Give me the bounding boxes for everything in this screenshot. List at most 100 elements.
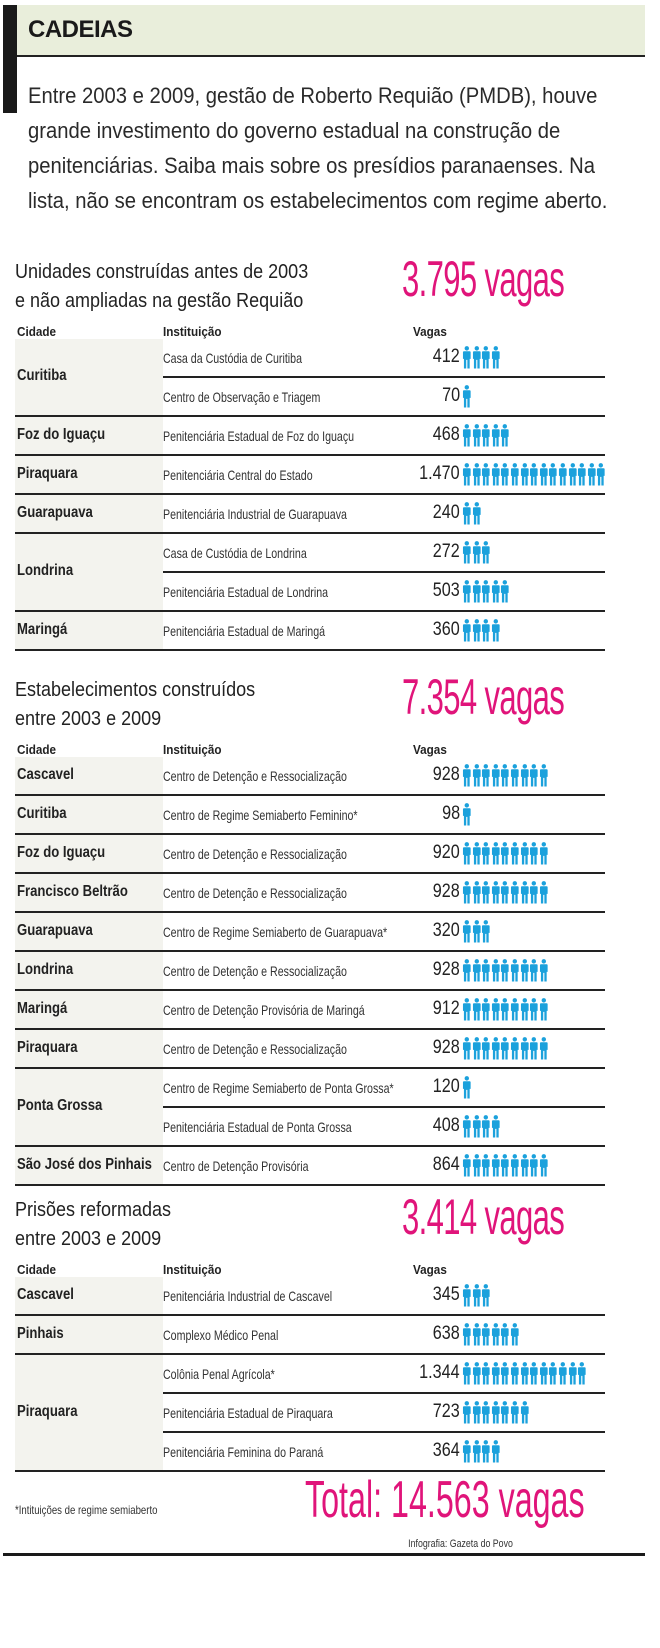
person-icon	[501, 881, 510, 904]
person-icon	[472, 1362, 481, 1385]
city-name: Guarapuava	[17, 503, 93, 521]
person-icon	[510, 959, 519, 982]
row-divider	[15, 1028, 605, 1030]
section-title: Estabelecimentos construídos entre 2003 e…	[15, 676, 255, 734]
section-title-line: Unidades construídas antes de 2003	[15, 261, 309, 283]
person-icon	[482, 998, 490, 1021]
institution-name: Penitenciária Feminina do Paraná	[163, 1444, 324, 1460]
city-cell	[15, 1030, 163, 1067]
person-icon	[472, 580, 481, 603]
city-name: Piraquara	[17, 1402, 78, 1420]
pictograph	[462, 1283, 491, 1307]
person-icon	[462, 998, 471, 1021]
person-icon	[482, 1284, 490, 1307]
row-divider	[15, 911, 605, 913]
person-icon	[482, 1037, 490, 1060]
person-icon	[472, 502, 481, 525]
person-icon	[482, 959, 490, 982]
person-icon	[472, 764, 481, 787]
person-icon	[558, 463, 567, 486]
person-icon	[482, 1401, 490, 1424]
person-icon	[462, 541, 471, 564]
person-icon	[462, 619, 471, 642]
column-header-city: Cidade	[17, 742, 57, 757]
person-icon	[482, 424, 490, 447]
pictograph	[462, 579, 510, 603]
section-total: 7.354 vagas	[402, 669, 565, 725]
column-header-institution: Instituição	[163, 324, 222, 339]
person-icon	[482, 764, 490, 787]
table-row: Penitenciária Estadual de Foz do Iguaçu …	[0, 417, 660, 456]
person-icon	[501, 959, 510, 982]
city-name: Maringá	[17, 620, 68, 638]
institution-name: Complexo Médico Penal	[163, 1327, 279, 1343]
pictograph	[462, 1075, 472, 1099]
person-icon	[510, 842, 519, 865]
pictograph	[462, 384, 472, 408]
person-icon	[520, 998, 529, 1021]
person-icon	[520, 463, 529, 486]
row-divider	[15, 989, 605, 991]
table-row: Penitenciária Estadual de Piraquara 723	[0, 1394, 660, 1433]
person-icon	[578, 1362, 586, 1385]
pictograph	[462, 880, 548, 904]
city-name: Cascavel	[17, 1285, 74, 1303]
person-icon	[462, 463, 471, 486]
person-icon	[501, 1154, 510, 1177]
table-row: Centro de Regime Semiaberto Feminino* 98	[0, 796, 660, 835]
vagas-value: 928	[433, 959, 460, 980]
person-icon	[462, 580, 471, 603]
vagas-value: 920	[433, 842, 460, 863]
pictograph	[462, 423, 510, 447]
table-row: Centro de Detenção Provisória de Maringá…	[0, 991, 660, 1030]
city-name: Londrina	[17, 562, 74, 579]
person-icon	[491, 1323, 500, 1346]
row-divider	[163, 571, 605, 573]
institution-name: Centro de Regime Semiaberto Feminino*	[163, 807, 358, 823]
table-row: Complexo Médico Penal 638	[0, 1316, 660, 1355]
pictograph	[462, 462, 606, 486]
accent-bar	[3, 5, 17, 113]
person-icon	[491, 959, 500, 982]
column-header-city: Cidade	[17, 324, 57, 339]
institution-name: Centro de Detenção e Ressocialização	[163, 963, 347, 979]
person-icon	[568, 463, 577, 486]
person-icon	[462, 502, 471, 525]
person-icon	[482, 619, 490, 642]
vagas-value: 272	[433, 541, 460, 562]
person-icon	[530, 881, 538, 904]
person-icon	[462, 385, 471, 408]
vagas-value: 364	[433, 1440, 460, 1461]
person-icon	[491, 619, 500, 642]
person-icon	[530, 959, 538, 982]
institution-name: Centro de Detenção e Ressocialização	[163, 768, 347, 784]
row-divider	[15, 1353, 605, 1355]
person-icon	[491, 842, 500, 865]
city-name: Foz do Iguaçu	[17, 425, 106, 443]
section-total: 3.795 vagas	[402, 251, 565, 307]
city-name: Maringá	[17, 999, 68, 1017]
section-title: Unidades construídas antes de 2003 e não …	[15, 258, 308, 316]
institution-name: Centro de Detenção Provisória de Maringá	[163, 1002, 365, 1018]
person-icon	[520, 959, 529, 982]
person-icon	[482, 580, 490, 603]
person-icon	[491, 1154, 500, 1177]
person-icon	[482, 842, 490, 865]
column-header-institution: Instituição	[163, 1262, 222, 1277]
row-divider	[15, 1184, 605, 1186]
person-icon	[482, 1440, 490, 1463]
person-icon	[530, 842, 538, 865]
person-icon	[472, 463, 481, 486]
person-icon	[491, 1037, 500, 1060]
pictograph	[462, 1036, 548, 1060]
city-name: Cascavel	[17, 765, 74, 783]
pictograph	[462, 1153, 548, 1177]
credit: Infografia: Gazeta do Povo	[408, 1538, 513, 1550]
table-row: Centro de Observação e Triagem 70	[0, 378, 660, 417]
person-icon	[539, 998, 548, 1021]
table-row: Penitenciária Industrial de Cascavel 345	[0, 1277, 660, 1316]
person-icon	[539, 1037, 548, 1060]
person-icon	[482, 541, 490, 564]
pictograph	[462, 1400, 529, 1424]
person-icon	[530, 764, 538, 787]
